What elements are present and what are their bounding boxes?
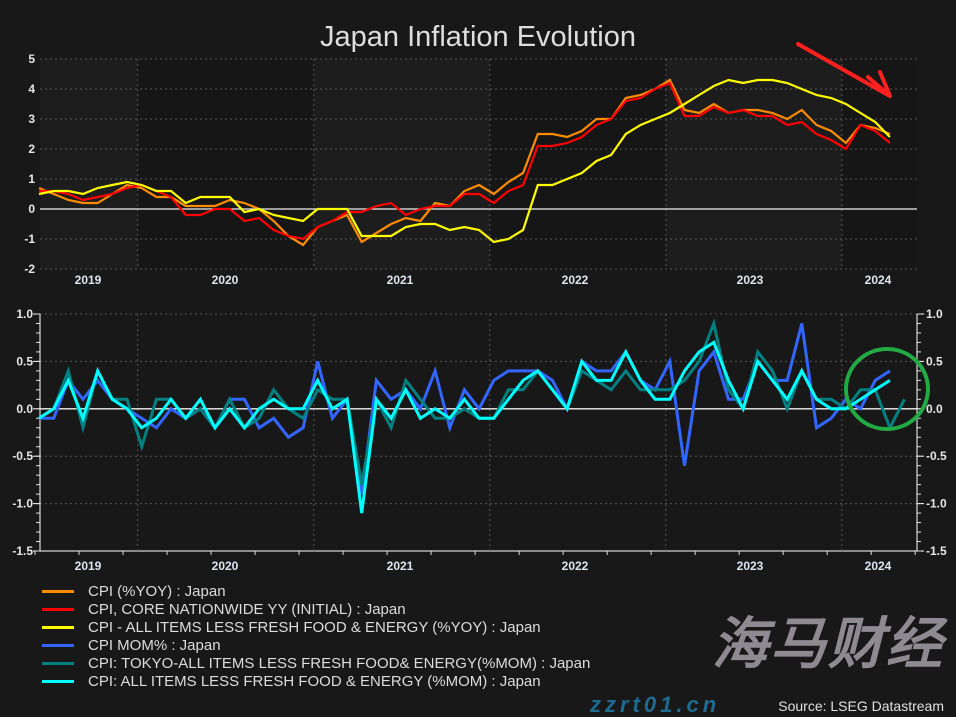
- x-tick-label: 2024: [865, 559, 892, 573]
- y-tick-label: -2: [24, 262, 35, 276]
- y-tick-label: -0.5: [12, 449, 33, 463]
- year-band: [40, 59, 138, 269]
- legend-swatch: [42, 589, 74, 593]
- legend-item: CPI: TOKYO-ALL ITEMS LESS FRESH FOOD& EN…: [42, 654, 590, 672]
- x-tick-label: 2020: [212, 559, 239, 573]
- x-tick-label: 2022: [562, 559, 589, 573]
- legend-swatch: [42, 679, 74, 683]
- mom-panel: 1.0 1.0 0.5 0.5 0.0 0.0 -0.5 -0.5 -1.0 -1.0 -1.5 -1…: [12, 307, 947, 573]
- year-band: [313, 59, 490, 269]
- year-band: [665, 314, 842, 551]
- y-tick-label: 0.0: [16, 402, 33, 416]
- y-tick-label: -1.0: [12, 497, 33, 511]
- legend-swatch: [42, 643, 74, 647]
- x-tick-label: 2021: [387, 273, 414, 287]
- y-tick-label: 3: [28, 112, 35, 126]
- x-tick-label: 2023: [737, 273, 764, 287]
- series-line-cpi-yoy-japan: [38, 78, 891, 247]
- y-tick-label-right: -0.5: [926, 449, 947, 463]
- legend-label: CPI (%YOY) : Japan: [88, 582, 226, 600]
- legend-label: CPI - ALL ITEMS LESS FRESH FOOD & ENERGY…: [88, 618, 541, 636]
- x-tick-label: 2020: [212, 273, 239, 287]
- source-note: Source: LSEG Datastream: [778, 698, 944, 714]
- series-line-cpi-core-nationwide-yy-initial-japan: [39, 81, 891, 241]
- y-tick-label: -1.5: [12, 544, 33, 558]
- annotation-arrow-icon: [796, 42, 892, 98]
- y-tick-label: 4: [28, 82, 35, 96]
- year-band: [137, 314, 314, 551]
- y-tick-label-right: 0.0: [926, 402, 943, 416]
- y-tick-label: 5: [28, 52, 35, 66]
- x-tick-label: 2022: [562, 273, 589, 287]
- legend-label: CPI: ALL ITEMS LESS FRESH FOOD & ENERGY …: [88, 672, 541, 690]
- watermark-url: zzrt01.cn: [590, 692, 721, 717]
- legend-label: CPI: TOKYO-ALL ITEMS LESS FRESH FOOD& EN…: [88, 654, 591, 672]
- legend-item: CPI: ALL ITEMS LESS FRESH FOOD & ENERGY …: [42, 672, 590, 690]
- legend-swatch: [42, 625, 74, 629]
- legend: CPI (%YOY) : Japan CPI, CORE NATIONWIDE …: [42, 582, 590, 690]
- year-band: [137, 59, 314, 269]
- y-tick-label-right: 0.5: [926, 354, 943, 368]
- legend-item: CPI - ALL ITEMS LESS FRESH FOOD & ENERGY…: [42, 618, 590, 636]
- x-tick-label: 2021: [387, 559, 414, 573]
- y-tick-label: 0.5: [16, 354, 33, 368]
- series-line-cpi-all-items-less-fresh-food-energy-mom-japan: [38, 340, 891, 514]
- x-tick-label: 2024: [865, 273, 892, 287]
- year-band: [841, 59, 917, 269]
- legend-item: CPI MOM% : Japan: [42, 636, 590, 654]
- legend-label: CPI MOM% : Japan: [88, 636, 221, 654]
- chart-title: Japan Inflation Evolution: [320, 21, 636, 53]
- legend-swatch: [42, 607, 74, 611]
- legend-item: CPI, CORE NATIONWIDE YY (INITIAL) : Japa…: [42, 600, 590, 618]
- legend-swatch: [42, 661, 74, 665]
- watermark-logo: 海马财经: [712, 612, 944, 675]
- annotation-circle-icon: [844, 347, 930, 431]
- x-tick-label: 2019: [75, 559, 102, 573]
- year-band: [665, 59, 842, 269]
- y-tick-label: -1: [24, 232, 35, 246]
- legend-label: CPI, CORE NATIONWIDE YY (INITIAL) : Japa…: [88, 600, 406, 618]
- yoy-panel: 5 4 3 2 1 0 -1 -2 2019 2020 2021 2022 2023 2024: [24, 52, 917, 287]
- x-tick-label: 2023: [737, 559, 764, 573]
- year-band: [313, 314, 490, 551]
- year-band: [489, 314, 666, 551]
- legend-item: CPI (%YOY) : Japan: [42, 582, 590, 600]
- series-line-cpi-all-items-less-fresh-food-energy-yoy-japan: [38, 78, 891, 244]
- y-tick-label: 0: [28, 202, 35, 216]
- y-tick-label-right: -1.5: [926, 544, 947, 558]
- y-tick-label: 1: [28, 172, 35, 186]
- year-band: [40, 314, 138, 551]
- y-tick-label: 1.0: [16, 307, 33, 321]
- y-tick-label-right: 1.0: [926, 307, 943, 321]
- x-tick-label: 2019: [75, 273, 102, 287]
- y-tick-label-right: -1.0: [926, 497, 947, 511]
- year-band: [489, 59, 666, 269]
- y-tick-label: 2: [28, 142, 35, 156]
